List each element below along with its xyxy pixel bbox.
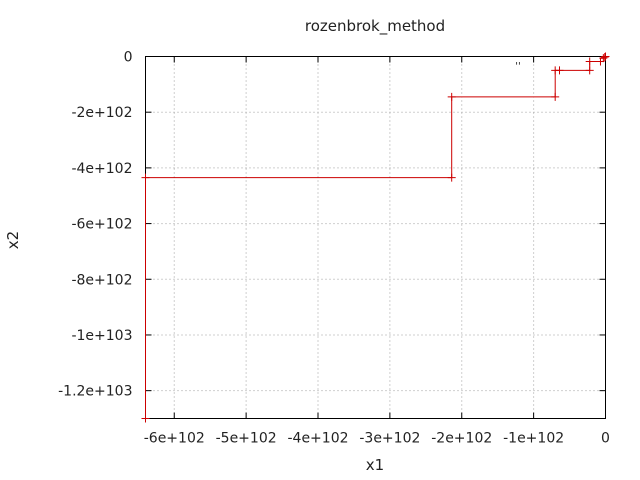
- legend-entry-label: '': [515, 61, 521, 72]
- data-point-marker: [600, 53, 609, 62]
- y-tick-label: -1.2e+103: [58, 384, 132, 400]
- x-tick-label: -2e+102: [431, 431, 492, 447]
- data-point-marker: [585, 57, 594, 66]
- data-point-marker: [447, 173, 456, 182]
- x-axis-label: x1: [366, 456, 384, 474]
- y-tick-label: -1e+103: [71, 328, 132, 344]
- series-line: [145, 56, 606, 419]
- y-tick-label: -4e+102: [71, 161, 132, 177]
- data-point-marker: [551, 92, 560, 101]
- x-tick-label: -4e+102: [287, 431, 348, 447]
- data-point-marker: [555, 66, 564, 75]
- x-tick-label: 0: [601, 431, 610, 447]
- legend: '': [515, 61, 521, 72]
- x-tick-label: -1e+102: [503, 431, 564, 447]
- data-point-marker: [141, 173, 150, 182]
- data-point-marker: [585, 66, 594, 75]
- chart-title: rozenbrok_method: [305, 17, 445, 36]
- series-layer: [141, 52, 610, 423]
- y-tick-label: 0: [124, 50, 133, 66]
- y-tick-label: -6e+102: [71, 217, 132, 233]
- x-tick-label: -3e+102: [359, 431, 420, 447]
- grid-lines: [145, 56, 606, 419]
- data-point-marker: [599, 54, 608, 63]
- axis-ticks: -6e+102 -5e+102 -4e+102 -3e+102 -2e+102 -1e+1…: [58, 50, 610, 447]
- data-point-marker: [141, 414, 150, 423]
- x-tick-label: -6e+102: [144, 431, 205, 447]
- plot-frame: [145, 56, 606, 419]
- y-tick-label: -2e+102: [71, 105, 132, 121]
- y-tick-label: -8e+102: [71, 272, 132, 288]
- y-axis-label: x2: [4, 231, 22, 249]
- x-tick-label: -5e+102: [216, 431, 277, 447]
- data-point-marker: [447, 92, 456, 101]
- data-point-marker: [601, 52, 610, 61]
